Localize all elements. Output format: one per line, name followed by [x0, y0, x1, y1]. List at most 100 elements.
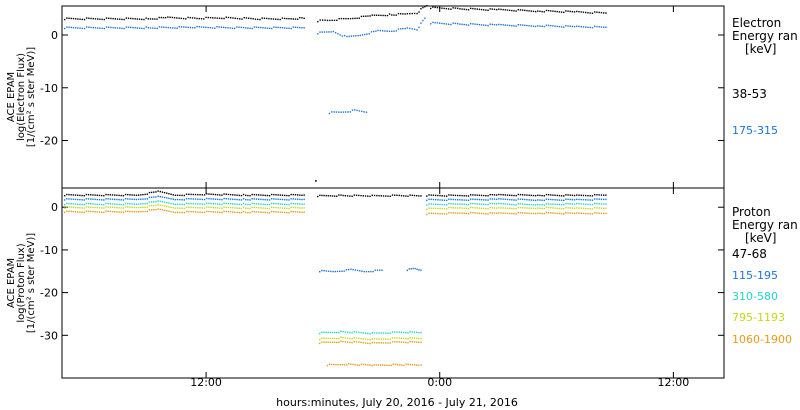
data-point — [390, 364, 392, 367]
data-point — [344, 195, 347, 197]
data-point — [560, 213, 563, 215]
data-point — [445, 204, 448, 206]
data-point — [292, 211, 295, 213]
data-point — [498, 207, 500, 209]
data-point — [450, 23, 452, 26]
data-point — [81, 211, 83, 213]
data-point — [323, 331, 325, 334]
data-point — [545, 193, 548, 196]
data-point — [163, 196, 166, 199]
data-point — [70, 203, 72, 205]
data-point — [258, 203, 260, 205]
data-point — [323, 337, 325, 340]
data-point — [430, 203, 432, 205]
data-point — [377, 364, 380, 366]
data-point — [279, 207, 282, 209]
data-point — [201, 211, 203, 213]
data-point — [364, 338, 367, 340]
data-point — [68, 193, 70, 196]
data-point — [600, 11, 603, 14]
data-point — [491, 194, 494, 196]
data-point — [124, 206, 127, 208]
data-point — [216, 203, 219, 205]
data-point — [506, 194, 509, 196]
data-point — [245, 198, 247, 201]
data-point — [470, 211, 472, 214]
data-point — [345, 269, 348, 271]
data-point — [556, 194, 558, 197]
data-point — [547, 9, 550, 12]
data-point — [443, 195, 446, 197]
data-point — [478, 207, 481, 209]
data-point — [393, 14, 395, 16]
data-point — [158, 16, 160, 19]
data-point — [181, 207, 183, 209]
data-point — [370, 270, 372, 273]
data-point — [537, 207, 539, 209]
data-point — [223, 17, 225, 20]
data-point — [146, 210, 148, 213]
data-point — [66, 26, 68, 28]
data-point — [107, 193, 109, 196]
data-point — [360, 15, 363, 18]
data-point — [585, 203, 587, 205]
data-point — [537, 10, 539, 12]
data-point — [172, 194, 174, 196]
data-point — [146, 202, 148, 205]
data-point — [394, 363, 397, 365]
data-point — [528, 212, 530, 214]
data-point — [301, 198, 303, 201]
data-point — [181, 203, 183, 206]
data-point — [515, 25, 517, 27]
data-point — [187, 26, 189, 29]
data-point — [409, 331, 411, 333]
data-point — [402, 28, 404, 30]
data-point — [199, 194, 201, 196]
data-point — [485, 213, 487, 215]
data-point — [338, 341, 340, 344]
data-point — [459, 194, 461, 197]
data-point — [116, 203, 118, 205]
data-point — [136, 18, 139, 20]
data-point — [257, 18, 259, 21]
data-point — [255, 194, 258, 196]
data-point — [275, 194, 277, 196]
data-point — [332, 270, 334, 273]
data-point — [288, 27, 290, 30]
legend-entry: 1060-1900 — [732, 333, 792, 346]
data-point — [145, 26, 147, 28]
data-point — [183, 211, 186, 214]
data-point — [194, 203, 197, 205]
data-point — [147, 18, 150, 20]
data-point — [325, 31, 328, 33]
data-point — [112, 17, 114, 20]
data-point — [299, 207, 301, 209]
data-point — [142, 198, 144, 200]
data-point — [347, 111, 349, 113]
data-point — [212, 17, 214, 19]
data-point — [188, 193, 190, 196]
data-point — [107, 210, 109, 213]
data-point — [371, 364, 373, 367]
data-point — [371, 338, 373, 340]
data-point — [154, 18, 156, 20]
data-point — [378, 342, 380, 344]
data-point — [360, 363, 363, 365]
data-point — [541, 25, 543, 28]
data-point — [174, 211, 177, 214]
data-point — [567, 212, 569, 214]
data-point — [161, 191, 164, 193]
data-point — [250, 17, 252, 20]
data-point — [394, 194, 396, 196]
data-point — [317, 33, 319, 35]
data-point — [467, 24, 470, 26]
data-point — [587, 203, 589, 206]
data-point — [434, 212, 437, 215]
data-point — [129, 203, 131, 205]
data-point — [181, 199, 183, 201]
data-point — [495, 203, 498, 205]
data-point — [205, 16, 207, 19]
data-point — [303, 17, 305, 20]
data-point — [319, 19, 321, 21]
data-point — [598, 194, 600, 196]
